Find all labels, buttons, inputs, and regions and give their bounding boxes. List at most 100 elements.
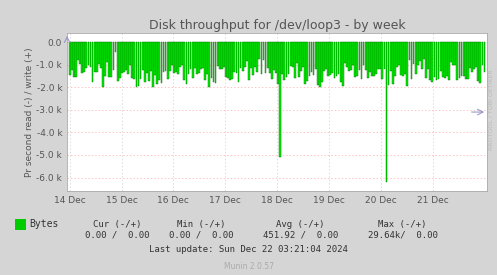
Bar bbox=[448, 42, 450, 80]
Text: 0.00 /  0.00: 0.00 / 0.00 bbox=[169, 231, 234, 240]
Bar bbox=[163, 42, 165, 72]
Bar bbox=[169, 42, 170, 72]
Bar bbox=[465, 42, 467, 79]
Bar bbox=[450, 42, 452, 62]
Bar bbox=[388, 42, 390, 85]
Bar bbox=[311, 42, 312, 72]
Bar bbox=[133, 42, 135, 79]
Bar bbox=[317, 42, 319, 85]
Bar bbox=[356, 42, 358, 76]
Bar bbox=[367, 42, 369, 78]
Bar bbox=[138, 42, 139, 86]
Bar bbox=[354, 42, 356, 77]
Bar bbox=[319, 42, 321, 87]
Bar bbox=[281, 42, 283, 74]
Bar bbox=[110, 42, 112, 77]
Y-axis label: Pr second read (-) / write (+): Pr second read (-) / write (+) bbox=[25, 47, 34, 177]
Bar bbox=[294, 42, 296, 78]
Bar bbox=[321, 42, 323, 82]
Bar bbox=[225, 42, 227, 77]
Bar bbox=[313, 42, 315, 75]
Bar bbox=[342, 42, 343, 86]
Bar bbox=[433, 42, 435, 77]
Bar bbox=[187, 42, 189, 73]
Bar bbox=[333, 42, 335, 78]
Bar bbox=[348, 42, 350, 71]
Bar bbox=[340, 42, 341, 82]
Bar bbox=[415, 42, 416, 75]
Bar bbox=[260, 42, 262, 75]
Bar bbox=[304, 42, 306, 84]
Bar bbox=[358, 42, 360, 70]
Bar bbox=[146, 42, 148, 73]
Bar bbox=[477, 42, 479, 81]
Bar bbox=[454, 42, 456, 65]
Bar bbox=[315, 42, 317, 69]
Bar bbox=[69, 42, 71, 75]
Bar bbox=[258, 42, 260, 59]
Bar bbox=[262, 42, 264, 60]
Bar bbox=[121, 42, 123, 73]
Bar bbox=[252, 42, 254, 75]
Bar bbox=[325, 42, 327, 69]
Bar bbox=[407, 42, 408, 86]
Bar bbox=[196, 42, 198, 74]
Bar bbox=[267, 42, 268, 68]
Text: Munin 2.0.57: Munin 2.0.57 bbox=[224, 262, 273, 271]
Bar bbox=[152, 42, 154, 87]
Bar bbox=[288, 42, 289, 74]
Bar bbox=[373, 42, 375, 76]
Bar bbox=[244, 42, 246, 67]
Bar bbox=[446, 42, 448, 76]
Bar bbox=[471, 42, 473, 72]
Bar bbox=[129, 42, 131, 65]
Bar bbox=[265, 42, 266, 73]
Bar bbox=[144, 42, 146, 82]
Bar bbox=[286, 42, 287, 77]
Bar bbox=[123, 42, 125, 72]
Bar bbox=[425, 42, 427, 78]
Bar bbox=[384, 42, 385, 69]
Bar bbox=[375, 42, 377, 74]
Bar bbox=[238, 42, 240, 81]
Bar bbox=[421, 42, 423, 68]
Bar bbox=[102, 42, 104, 87]
Bar bbox=[236, 42, 237, 73]
Bar bbox=[154, 42, 156, 75]
Bar bbox=[200, 42, 202, 69]
Bar bbox=[194, 42, 196, 68]
Bar bbox=[177, 42, 179, 74]
Bar bbox=[242, 42, 244, 71]
Title: Disk throughput for /dev/loop3 - by week: Disk throughput for /dev/loop3 - by week bbox=[149, 19, 406, 32]
Bar bbox=[234, 42, 235, 72]
Bar bbox=[92, 42, 93, 82]
Bar bbox=[83, 42, 85, 72]
Bar bbox=[119, 42, 121, 78]
Text: RRDTOOL / TOBI OETIKER: RRDTOOL / TOBI OETIKER bbox=[489, 70, 494, 150]
Bar bbox=[371, 42, 373, 76]
Bar bbox=[323, 42, 325, 71]
Bar bbox=[327, 42, 329, 76]
Bar bbox=[77, 42, 79, 60]
Bar bbox=[98, 42, 100, 65]
Bar bbox=[157, 42, 158, 84]
Bar bbox=[85, 42, 87, 68]
Bar bbox=[411, 42, 413, 79]
Bar bbox=[302, 42, 304, 67]
Bar bbox=[461, 42, 462, 76]
Bar bbox=[331, 42, 333, 73]
Bar bbox=[365, 42, 367, 70]
Bar bbox=[125, 42, 127, 70]
Bar bbox=[337, 42, 339, 74]
Bar bbox=[96, 42, 98, 72]
Bar bbox=[136, 42, 137, 87]
Bar bbox=[396, 42, 398, 67]
Bar bbox=[459, 42, 460, 78]
Bar bbox=[427, 42, 429, 69]
Bar bbox=[223, 42, 225, 67]
Bar bbox=[87, 42, 89, 65]
Bar bbox=[379, 42, 381, 69]
Bar bbox=[442, 42, 444, 78]
Bar bbox=[175, 42, 177, 72]
Text: Max (-/+): Max (-/+) bbox=[378, 220, 427, 229]
